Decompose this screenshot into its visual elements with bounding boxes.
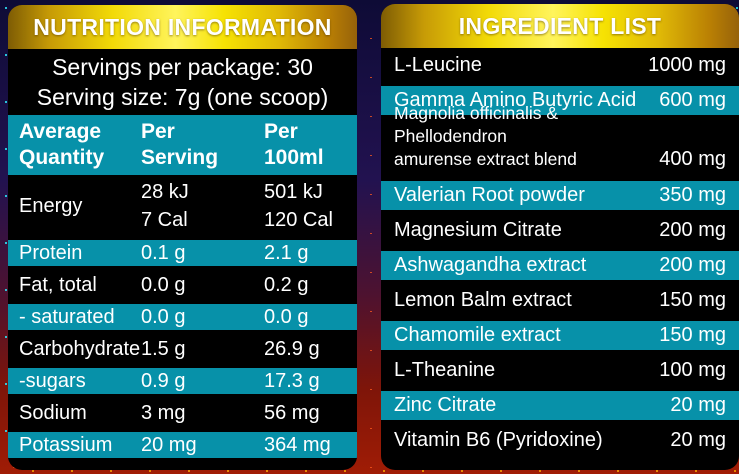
value-per-serving: 20 mg: [141, 433, 197, 456]
nutrition-table: Average Quantity Per Serving Per 100ml E…: [8, 115, 357, 461]
value-per-serving: 1.5 g: [141, 337, 186, 360]
table-row: Energy 28 kJ 7 Cal 501 kJ 120 Cal: [8, 175, 357, 237]
table-row: -sugars 0.9 g 17.3 g: [8, 365, 357, 397]
row-label: -sugars: [19, 369, 86, 392]
row-label: Carbohydrate: [19, 337, 141, 360]
value-per-100ml: 56 mg: [264, 401, 320, 424]
row-label: Energy: [19, 194, 83, 217]
ingredient-amount: 350 mg: [659, 184, 726, 206]
value-per-serving: 0.9 g: [141, 369, 186, 392]
value-per-100ml: 0.0 g: [264, 305, 309, 328]
servings-per-package: Servings per package: 30: [52, 54, 313, 80]
ingredient-amount: 150 mg: [659, 289, 726, 311]
value-per-100ml: 17.3 g: [264, 369, 320, 392]
value-per-serving: 3 mg: [141, 401, 186, 424]
list-item: L-Leucine 1000 mg: [381, 48, 739, 83]
list-item: Valerian Root powder 350 mg: [381, 178, 739, 213]
table-row: Potassium 20 mg 364 mg: [8, 429, 357, 461]
row-label: Fat, total: [19, 273, 97, 296]
ingredient-amount: 150 mg: [659, 324, 726, 346]
list-item: Gamma Amino Butyric Acid 600 mg: [381, 83, 739, 118]
ingredient-name: L-Leucine: [394, 54, 482, 76]
ingredient-name: Ashwagandha extract: [394, 254, 587, 276]
value-per-100ml: 501 kJ 120 Cal: [264, 181, 333, 231]
table-row: Protein 0.1 g 2.1 g: [8, 237, 357, 269]
ingredient-list: L-Leucine 1000 mg Gamma Amino Butyric Ac…: [381, 48, 739, 458]
ingredient-title: INGREDIENT LIST: [458, 12, 662, 39]
value-per-100ml: 2.1 g: [264, 241, 309, 264]
table-row: Carbohydrate 1.5 g 26.9 g: [8, 333, 357, 365]
ingredient-name: Vitamin B6 (Pyridoxine): [394, 429, 603, 451]
list-item: Chamomile extract 150 mg: [381, 318, 739, 353]
ingredient-name: Chamomile extract: [394, 324, 561, 346]
nutrition-panel: NUTRITION INFORMATION Servings per packa…: [8, 5, 357, 470]
value-per-100ml: 364 mg: [264, 433, 331, 456]
ingredient-amount: 400 mg: [659, 148, 726, 170]
value-per-serving: 0.0 g: [141, 273, 186, 296]
ingredient-name: Valerian Root powder: [394, 184, 585, 206]
nutrition-header: NUTRITION INFORMATION: [8, 5, 357, 49]
list-item: Lemon Balm extract 150 mg: [381, 283, 739, 318]
list-item: Vitamin B6 (Pyridoxine) 20 mg: [381, 423, 739, 458]
table-header-row: Average Quantity Per Serving Per 100ml: [8, 115, 357, 175]
ingredient-panel: INGREDIENT LIST L-Leucine 1000 mg Gamma …: [381, 4, 739, 470]
column-header-per-100ml: Per 100ml: [264, 120, 324, 169]
list-item: Zinc Citrate 20 mg: [381, 388, 739, 423]
list-item: Magnesium Citrate 200 mg: [381, 213, 739, 248]
ingredient-name: L-Theanine: [394, 359, 496, 381]
row-label: Protein: [19, 241, 83, 264]
ingredient-amount: 20 mg: [670, 394, 726, 416]
ingredient-name: Magnolia officinalis & Phellodendron amu…: [394, 103, 577, 169]
value-per-100ml: 26.9 g: [264, 337, 320, 360]
ingredient-amount: 20 mg: [670, 429, 726, 451]
table-row: Fat, total 0.0 g 0.2 g: [8, 269, 357, 301]
value-per-serving: 0.0 g: [141, 305, 186, 328]
list-item: Ashwagandha extract 200 mg: [381, 248, 739, 283]
table-row: Sodium 3 mg 56 mg: [8, 397, 357, 429]
value-per-serving: 28 kJ 7 Cal: [141, 181, 189, 231]
ingredient-header: INGREDIENT LIST: [381, 4, 739, 48]
serving-info: Servings per package: 30 Serving size: 7…: [8, 49, 357, 115]
list-item: Magnolia officinalis & Phellodendron amu…: [381, 103, 739, 178]
row-label: - saturated: [19, 305, 115, 328]
ingredient-name: Magnesium Citrate: [394, 219, 562, 241]
row-label: Potassium: [19, 433, 113, 456]
table-row: - saturated 0.0 g 0.0 g: [8, 301, 357, 333]
value-per-100ml: 0.2 g: [264, 273, 309, 296]
ingredient-name: Gamma Amino Butyric Acid: [394, 89, 637, 111]
serving-size: Serving size: 7g (one scoop): [36, 84, 329, 110]
list-item: L-Theanine 100 mg: [381, 353, 739, 388]
ingredient-name: Lemon Balm extract: [394, 289, 572, 311]
ingredient-amount: 1000 mg: [648, 54, 726, 76]
column-header-average-quantity: Average Quantity: [19, 120, 105, 169]
ingredient-amount: 600 mg: [659, 89, 726, 111]
ingredient-amount: 200 mg: [659, 219, 726, 241]
nutrition-title: NUTRITION INFORMATION: [33, 13, 332, 40]
value-per-serving: 0.1 g: [141, 241, 186, 264]
ingredient-amount: 200 mg: [659, 254, 726, 276]
ingredient-name: Zinc Citrate: [394, 394, 497, 416]
ingredient-amount: 100 mg: [659, 359, 726, 381]
row-label: Sodium: [19, 401, 87, 424]
column-header-per-serving: Per Serving: [141, 120, 219, 169]
